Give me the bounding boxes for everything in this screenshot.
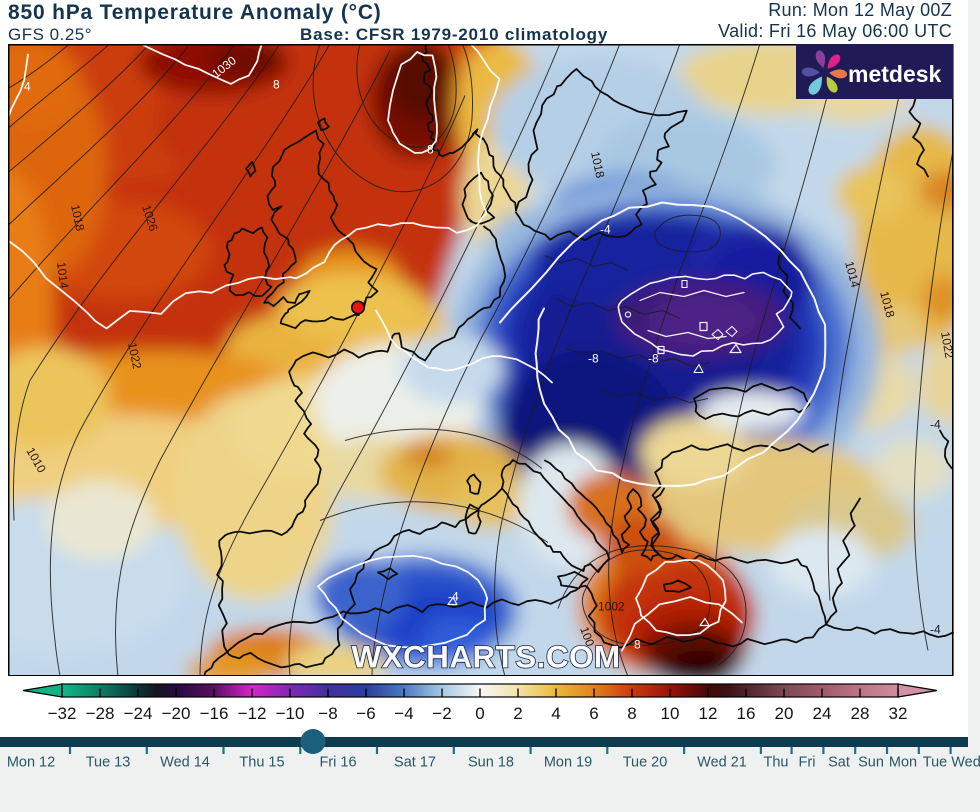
svg-text:4: 4 <box>551 704 560 723</box>
svg-text:Mon: Mon <box>889 755 917 771</box>
svg-text:8: 8 <box>634 637 641 651</box>
svg-text:−32: −32 <box>48 704 77 723</box>
svg-text:4: 4 <box>24 79 31 93</box>
svg-text:1022: 1022 <box>938 330 953 359</box>
svg-text:1022: 1022 <box>125 341 144 370</box>
svg-text:Fri 16: Fri 16 <box>319 755 356 771</box>
svg-text:−20: −20 <box>162 704 191 723</box>
svg-text:Mon 19: Mon 19 <box>544 755 592 771</box>
svg-text:8: 8 <box>273 77 280 91</box>
svg-text:−10: −10 <box>276 704 305 723</box>
svg-text:Tue 20: Tue 20 <box>623 755 668 771</box>
svg-text:2: 2 <box>513 704 522 723</box>
svg-text:1014: 1014 <box>54 261 71 290</box>
svg-text:−16: −16 <box>200 704 229 723</box>
svg-text:16: 16 <box>737 704 756 723</box>
svg-text:-8: -8 <box>588 351 599 365</box>
svg-text:0: 0 <box>475 704 484 723</box>
svg-text:1018: 1018 <box>588 150 607 179</box>
svg-text:8: 8 <box>427 142 434 156</box>
svg-text:20: 20 <box>775 704 794 723</box>
svg-text:-4: -4 <box>448 589 459 603</box>
svg-text:1018: 1018 <box>68 203 87 232</box>
svg-text:−4: −4 <box>394 704 413 723</box>
svg-text:metdesk: metdesk <box>848 61 942 87</box>
svg-text:100: 100 <box>577 624 597 648</box>
svg-text:Sun: Sun <box>858 755 884 771</box>
svg-text:Sun 18: Sun 18 <box>468 755 514 771</box>
svg-text:−2: −2 <box>432 704 451 723</box>
svg-text:WXCHARTS.COM: WXCHARTS.COM <box>351 638 620 674</box>
svg-text:28: 28 <box>851 704 870 723</box>
svg-text:Thu: Thu <box>764 755 789 771</box>
svg-text:-4: -4 <box>600 222 611 236</box>
svg-text:Thu 15: Thu 15 <box>239 755 284 771</box>
svg-text:−28: −28 <box>86 704 115 723</box>
svg-text:Tue 13: Tue 13 <box>86 755 131 771</box>
svg-text:−24: −24 <box>124 704 153 723</box>
svg-text:32: 32 <box>889 704 908 723</box>
svg-text:6: 6 <box>589 704 598 723</box>
svg-text:12: 12 <box>699 704 718 723</box>
svg-text:1002: 1002 <box>598 599 625 613</box>
svg-text:Wed 21: Wed 21 <box>697 755 747 771</box>
svg-text:1014: 1014 <box>842 259 863 289</box>
svg-text:-4: -4 <box>930 417 941 431</box>
svg-text:−12: −12 <box>238 704 267 723</box>
svg-text:-8: -8 <box>648 351 659 365</box>
svg-text:8: 8 <box>627 704 636 723</box>
svg-text:−8: −8 <box>318 704 337 723</box>
svg-text:Wed: Wed <box>951 755 980 771</box>
svg-text:Wed 14: Wed 14 <box>160 755 210 771</box>
svg-text:Fri: Fri <box>799 755 816 771</box>
svg-text:Sat: Sat <box>828 755 850 771</box>
svg-text:24: 24 <box>813 704 832 723</box>
svg-text:Sat 17: Sat 17 <box>394 755 436 771</box>
svg-text:Tue: Tue <box>923 755 947 771</box>
svg-text:Mon 12: Mon 12 <box>7 755 55 771</box>
svg-text:10: 10 <box>661 704 680 723</box>
svg-text:-4: -4 <box>930 622 941 636</box>
svg-text:1018: 1018 <box>877 289 898 319</box>
svg-text:−6: −6 <box>356 704 375 723</box>
